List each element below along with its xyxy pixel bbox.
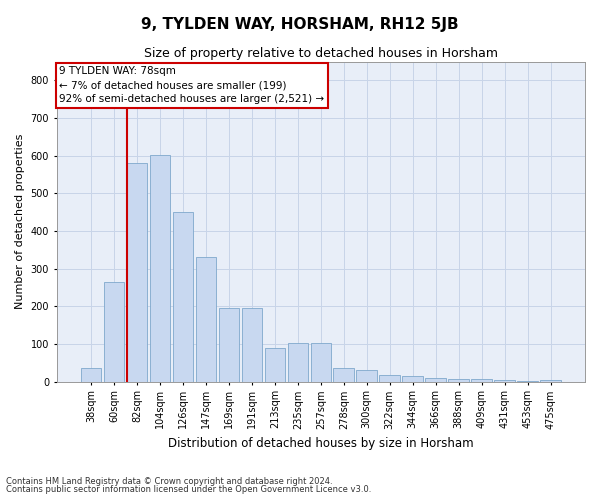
Bar [81,368,101,382]
Bar [494,380,515,382]
Bar [242,308,262,382]
Bar [149,154,170,382]
Bar [173,212,193,382]
Bar [517,381,538,382]
X-axis label: Distribution of detached houses by size in Horsham: Distribution of detached houses by size … [168,437,473,450]
Y-axis label: Number of detached properties: Number of detached properties [15,134,25,310]
Bar [265,348,285,382]
Bar [127,164,148,382]
Text: 9, TYLDEN WAY, HORSHAM, RH12 5JB: 9, TYLDEN WAY, HORSHAM, RH12 5JB [141,18,459,32]
Bar [541,380,561,382]
Text: Contains public sector information licensed under the Open Government Licence v3: Contains public sector information licen… [6,485,371,494]
Bar [356,370,377,382]
Bar [311,343,331,382]
Bar [218,308,239,382]
Bar [334,368,354,382]
Bar [104,282,124,382]
Bar [196,258,216,382]
Bar [472,378,492,382]
Bar [448,378,469,382]
Title: Size of property relative to detached houses in Horsham: Size of property relative to detached ho… [144,48,498,60]
Bar [403,376,423,382]
Text: Contains HM Land Registry data © Crown copyright and database right 2024.: Contains HM Land Registry data © Crown c… [6,477,332,486]
Bar [425,378,446,382]
Bar [379,375,400,382]
Text: 9 TYLDEN WAY: 78sqm
← 7% of detached houses are smaller (199)
92% of semi-detach: 9 TYLDEN WAY: 78sqm ← 7% of detached hou… [59,66,325,104]
Bar [287,343,308,382]
